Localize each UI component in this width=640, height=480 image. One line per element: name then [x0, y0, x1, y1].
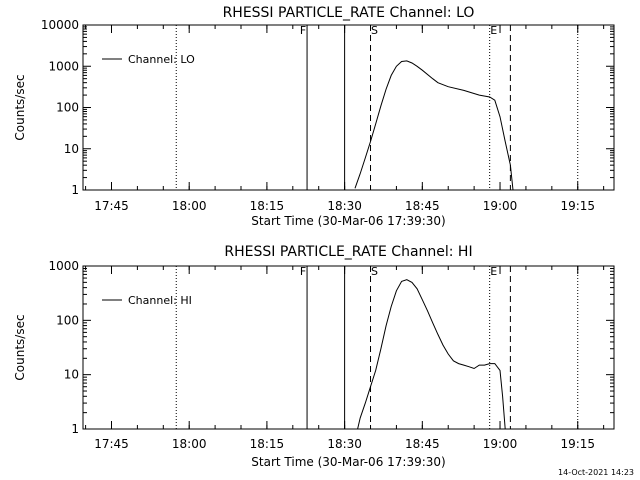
chart-title: RHESSI PARTICLE_RATE Channel: LO — [223, 5, 475, 21]
marker-label: F — [300, 24, 306, 37]
x-axis-label: Start Time (30-Mar-06 17:39:30) — [251, 455, 445, 469]
x-tick-label: 18:00 — [172, 437, 207, 451]
x-tick-label: 17:45 — [94, 437, 129, 451]
x-tick-label: 18:15 — [250, 437, 285, 451]
x-tick-label: 18:30 — [327, 437, 362, 451]
y-tick-label: 1 — [71, 422, 79, 436]
y-tick-label: 1 — [71, 183, 79, 197]
x-tick-label: 19:00 — [483, 199, 518, 213]
y-tick-label: 1000 — [48, 259, 79, 273]
x-axis-label: Start Time (30-Mar-06 17:39:30) — [251, 214, 445, 228]
chart-panel-2: RHESSI PARTICLE_RATE Channel: HI Counts/s… — [13, 244, 615, 469]
x-tick-label: 18:00 — [172, 199, 207, 213]
x-tick-label: 19:15 — [560, 199, 595, 213]
legend-label: Channel: HI — [128, 294, 192, 307]
x-tick-label: 18:45 — [405, 437, 440, 451]
y-axis-label: Counts/sec — [13, 314, 27, 380]
y-tick-label: 1000 — [48, 59, 79, 73]
plot-frame — [82, 265, 615, 430]
marker-label: E — [490, 265, 497, 278]
y-tick-label: 100 — [56, 101, 79, 115]
x-tick-label: 19:15 — [560, 437, 595, 451]
x-tick-label: 19:00 — [483, 437, 518, 451]
marker-label: S — [371, 265, 378, 278]
y-tick-label: 10 — [64, 368, 79, 382]
y-tick-label: 10000 — [41, 18, 79, 32]
x-tick-label: 17:45 — [94, 199, 129, 213]
footer-timestamp: 14-Oct-2021 14:23 — [558, 468, 634, 477]
series-line — [354, 60, 514, 191]
y-axis-label: Counts/sec — [13, 74, 27, 140]
marker-label: F — [300, 265, 306, 278]
chart-panel-1: RHESSI PARTICLE_RATE Channel: LO Counts/s… — [13, 5, 615, 228]
plot-frame — [82, 24, 615, 191]
marker-label: E — [490, 24, 497, 37]
y-tick-label: 10 — [64, 142, 79, 156]
x-tick-label: 18:30 — [327, 199, 362, 213]
x-tick-label: 18:15 — [250, 199, 285, 213]
y-tick-label: 100 — [56, 313, 79, 327]
x-tick-label: 18:45 — [405, 199, 440, 213]
chart-title: RHESSI PARTICLE_RATE Channel: HI — [224, 244, 472, 260]
legend-label: Channel: LO — [128, 53, 195, 66]
series-line — [357, 279, 506, 430]
marker-label: S — [371, 24, 378, 37]
